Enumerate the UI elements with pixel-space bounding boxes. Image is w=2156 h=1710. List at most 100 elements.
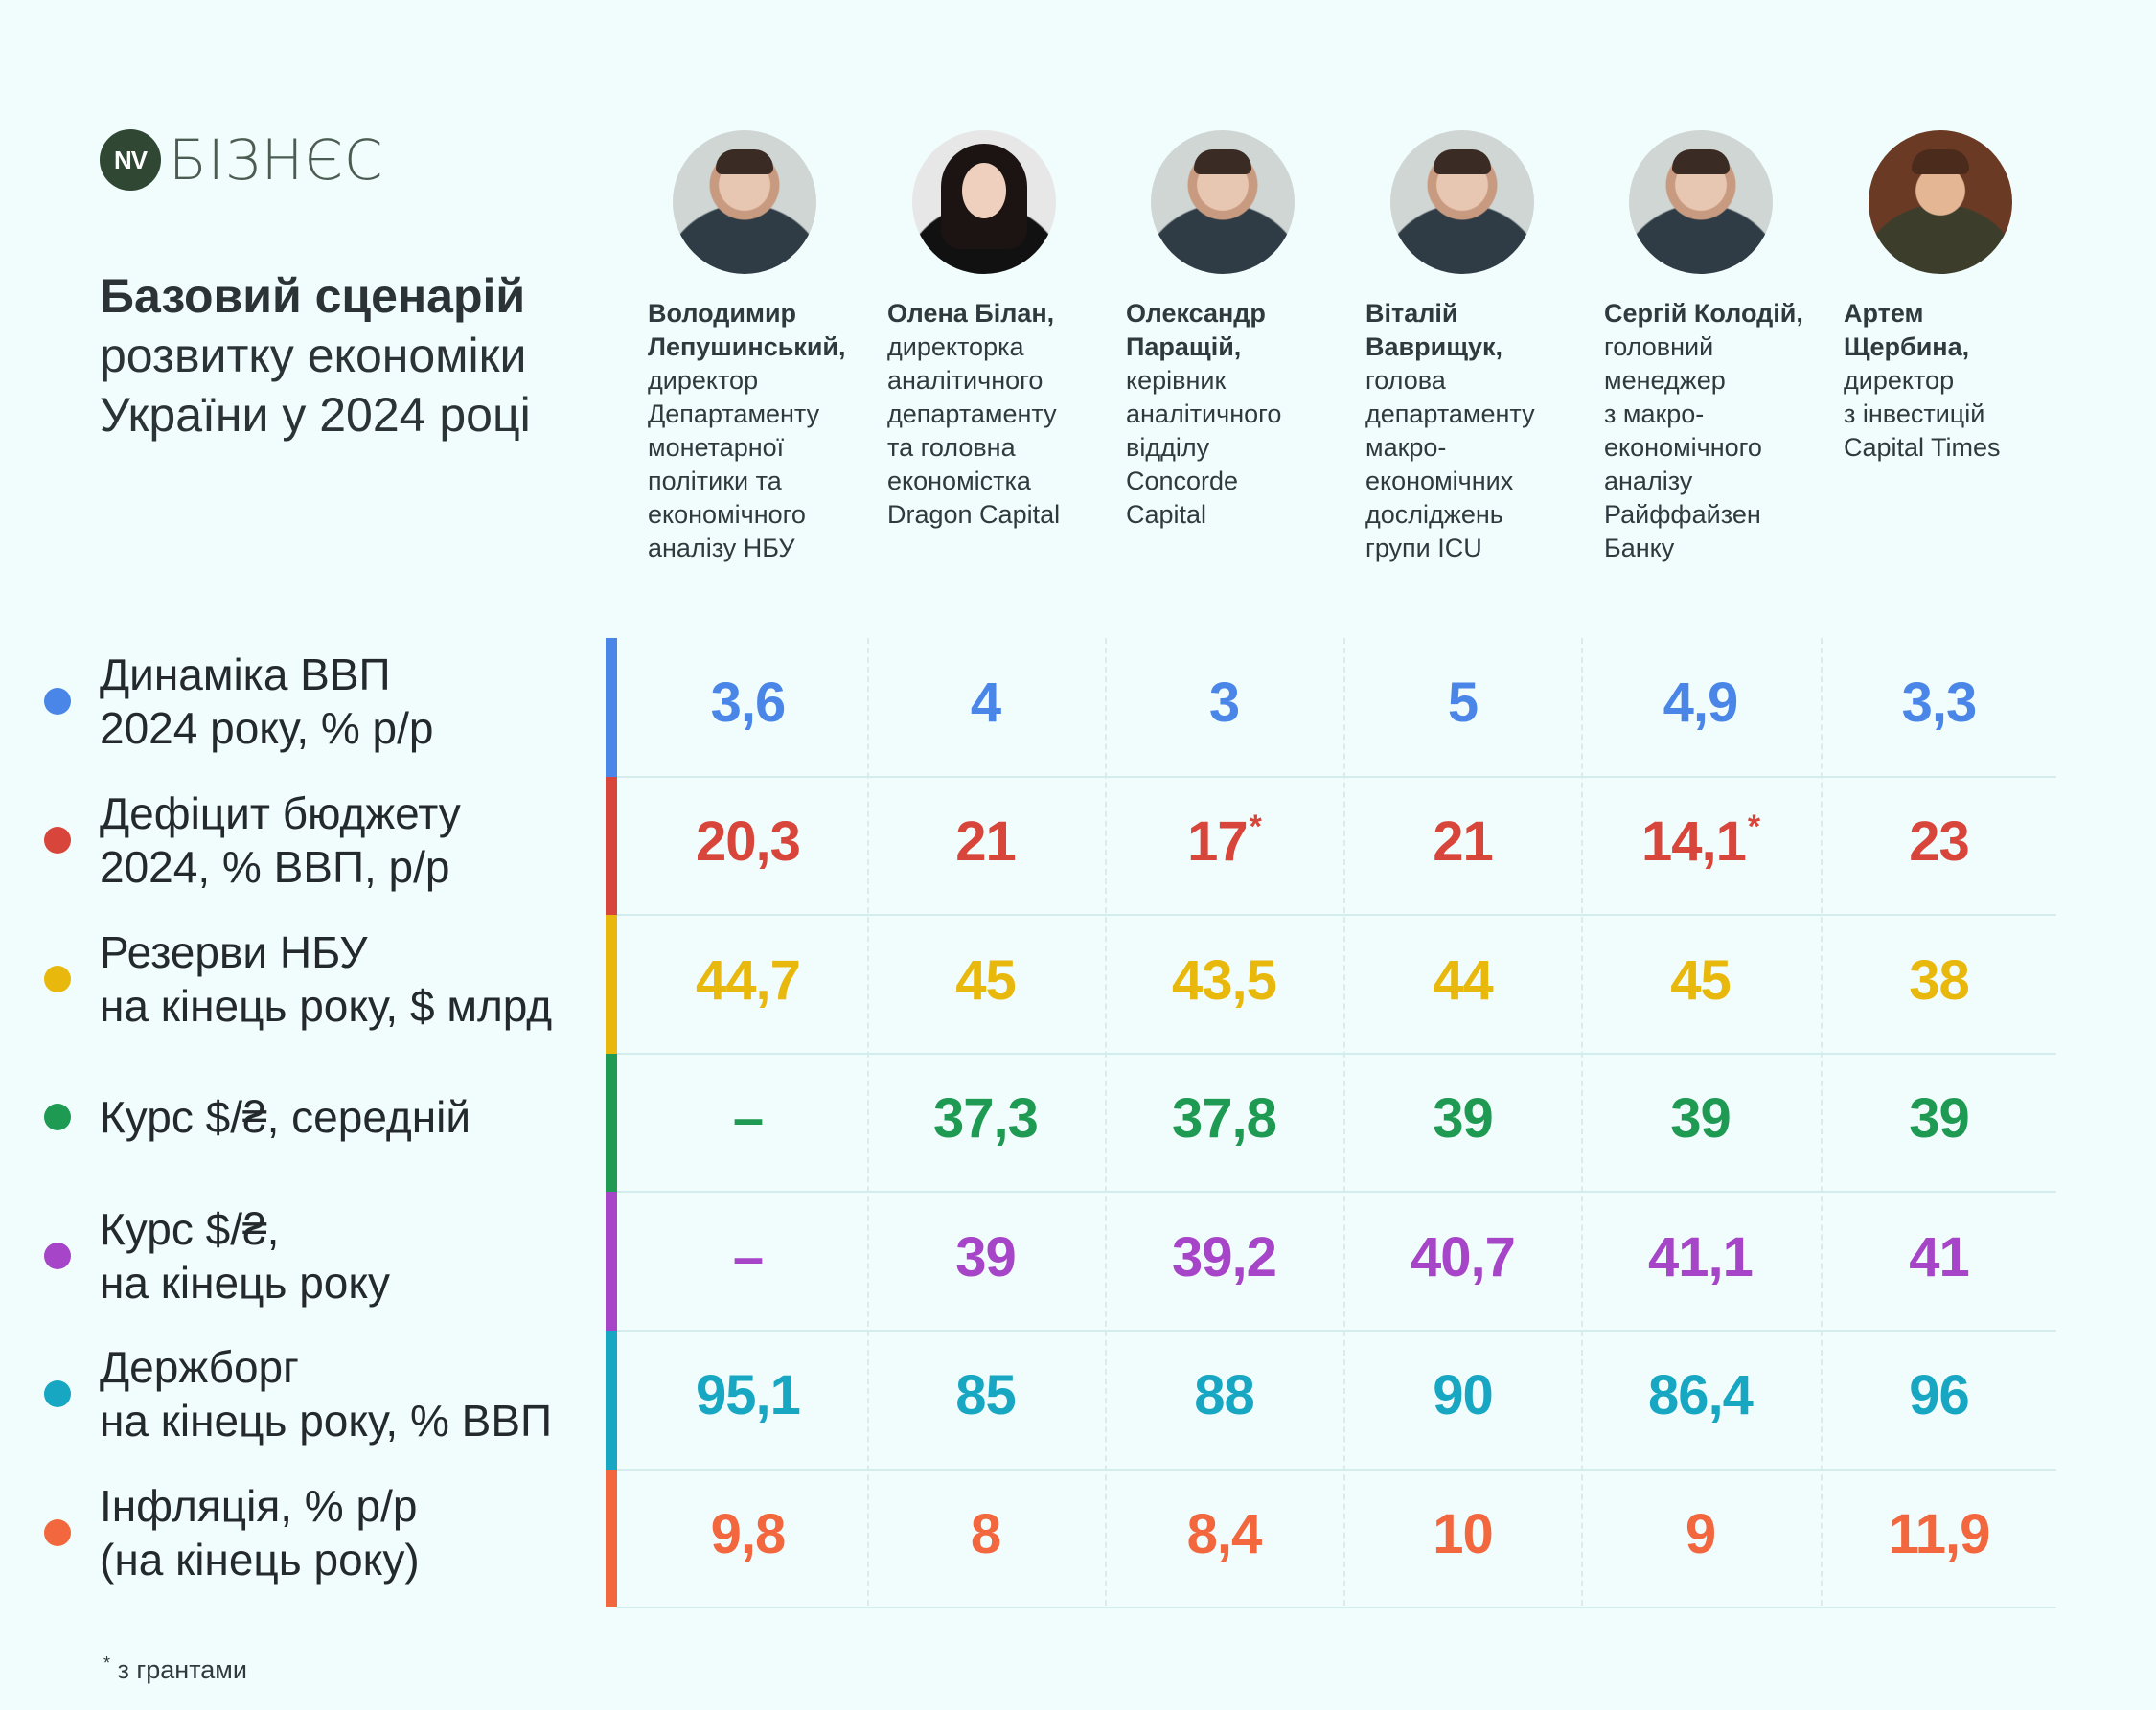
expert-role-line: департаменту — [887, 399, 1057, 428]
row-divider — [617, 1468, 2056, 1471]
value-text: 37,3 — [933, 1087, 1039, 1151]
expert-role-line: Райффайзен — [1604, 500, 1761, 529]
expert-role-line: відділу — [1126, 433, 1210, 462]
expert-role-line: економічного — [648, 500, 806, 529]
value-cell: 45 — [1581, 952, 1820, 1009]
value-cell: 17* — [1105, 810, 1343, 870]
avatar-hair — [1672, 149, 1730, 174]
row-label: Курс $/₴, на кінець року — [100, 1202, 617, 1310]
row-label-line: 2024, % ВВП, р/р — [100, 841, 450, 892]
value-cell: 44 — [1343, 952, 1582, 1009]
value-text: 9,8 — [710, 1502, 787, 1565]
value-text: 23 — [1909, 809, 1970, 873]
value-text: 38 — [1909, 948, 1970, 1012]
row-label: Держборг на кінець року, % ВВП — [100, 1340, 617, 1448]
title-line-2: розвитку економіки — [100, 329, 527, 382]
value-text: 37,8 — [1172, 1087, 1277, 1151]
expert-name: Артем — [1844, 299, 1924, 328]
row-color-bar — [606, 1469, 617, 1608]
value-text: 44,7 — [696, 948, 801, 1012]
value-cell: 38 — [1820, 952, 2058, 1009]
value-text: 86,4 — [1648, 1364, 1754, 1427]
row-color-bar — [606, 1053, 617, 1193]
column-divider — [1343, 638, 1345, 1606]
row-divider — [617, 775, 2056, 778]
expert-role-line: аналізу — [1604, 467, 1693, 495]
footnote-text: з грантами — [110, 1655, 247, 1684]
row-label-line: на кінець року, % ВВП — [100, 1396, 553, 1447]
expert-role-line: директор — [1844, 366, 1955, 395]
expert-name: Володимир — [648, 299, 797, 328]
expert-role-line: департаменту — [1365, 399, 1535, 428]
expert-name: Олександр — [1126, 299, 1266, 328]
row-divider — [617, 914, 2056, 917]
expert-caption: Сергій Колодій, головний менеджер з макро-е… — [1604, 297, 1834, 565]
expert-surname: Паращій, — [1126, 332, 1242, 361]
value-cell: 20,3 — [629, 813, 867, 870]
row-label-line: 2024 року, % р/р — [100, 703, 434, 754]
value-text: 9 — [1685, 1502, 1716, 1565]
value-cell: 86,4 — [1581, 1368, 1820, 1424]
nv-logo-badge: NV — [100, 129, 161, 191]
value-text: 40,7 — [1411, 1225, 1516, 1288]
row-label-line: Інфляція, % р/р — [100, 1480, 418, 1531]
expert-5: Сергій Колодій, головний менеджер з макро-е… — [1604, 130, 1834, 565]
expert-role-line: політики та — [648, 467, 782, 495]
row-bullet-dot — [44, 1380, 71, 1408]
expert-photo-avatar — [1629, 130, 1773, 274]
row-label-line: (на кінець року) — [100, 1534, 420, 1585]
row-label-line: на кінець року — [100, 1257, 390, 1308]
expert-surname: Ваврищук, — [1365, 332, 1503, 361]
value-text: 43,5 — [1172, 948, 1277, 1012]
expert-role-line: Capital — [1126, 500, 1207, 529]
column-divider — [1821, 638, 1823, 1606]
expert-photo-avatar — [673, 130, 816, 274]
expert-caption: Віталій Ваврищук, голова департаменту макро-… — [1365, 297, 1595, 565]
row-divider — [617, 1052, 2056, 1055]
nv-business-logo: NV БІЗНЄС — [100, 129, 383, 191]
value-text: 41,1 — [1648, 1225, 1754, 1288]
value-text: 8 — [970, 1502, 1001, 1565]
row-label-line: Держборг — [100, 1342, 299, 1393]
title-line-3: України у 2024 році — [100, 388, 531, 442]
row-color-bar — [606, 776, 617, 916]
expert-caption: Артем Щербина, директор з інвестицій Capital… — [1844, 297, 2074, 465]
row-label-line: Курс $/₴, середній — [100, 1092, 471, 1143]
expert-role-line: економічного — [1604, 433, 1762, 462]
value-cell: 39,2 — [1105, 1229, 1343, 1286]
value-text: 17 — [1187, 809, 1249, 873]
expert-caption: Володимир Лепушинський, директор Департамен… — [648, 297, 878, 565]
row-color-bar — [606, 915, 617, 1054]
value-cell: 3,3 — [1820, 675, 2058, 731]
row-bullet-dot — [44, 1104, 71, 1131]
expert-surname: Лепушинський, — [648, 332, 846, 361]
value-text: 95,1 — [696, 1364, 801, 1427]
value-cell: 4 — [866, 675, 1105, 731]
value-text: 88 — [1194, 1364, 1255, 1427]
value-cell: – — [629, 1091, 867, 1147]
expert-role-line: аналітичного — [1126, 399, 1282, 428]
value-text: 39 — [1670, 1087, 1732, 1151]
value-text: 8,4 — [1186, 1502, 1263, 1565]
expert-role-line: Dragon Capital — [887, 500, 1061, 529]
value-text: 39 — [1909, 1087, 1970, 1151]
column-divider — [1105, 638, 1107, 1606]
expert-name: Сергій Колодій, — [1604, 299, 1803, 328]
value-cell: 9,8 — [629, 1506, 867, 1562]
value-cell: 40,7 — [1343, 1229, 1582, 1286]
value-cell: 90 — [1343, 1368, 1582, 1424]
row-label-line: Дефіцит бюджету — [100, 787, 461, 838]
expert-surname: Щербина, — [1844, 332, 1970, 361]
expert-role-line: Concorde — [1126, 467, 1239, 495]
value-cell: 44,7 — [629, 952, 867, 1009]
value-text: – — [732, 1087, 764, 1151]
column-divider — [1581, 638, 1583, 1606]
value-cell: 9 — [1581, 1506, 1820, 1562]
row-color-bar — [606, 638, 617, 777]
expert-role-line: економічних — [1365, 467, 1514, 495]
row-bullet-dot — [44, 1518, 71, 1546]
row-label-line: Динаміка ВВП — [100, 650, 391, 700]
expert-4: Віталій Ваврищук, голова департаменту макро-… — [1365, 130, 1595, 565]
row-bullet-dot — [44, 688, 71, 716]
value-cell: 45 — [866, 952, 1105, 1009]
